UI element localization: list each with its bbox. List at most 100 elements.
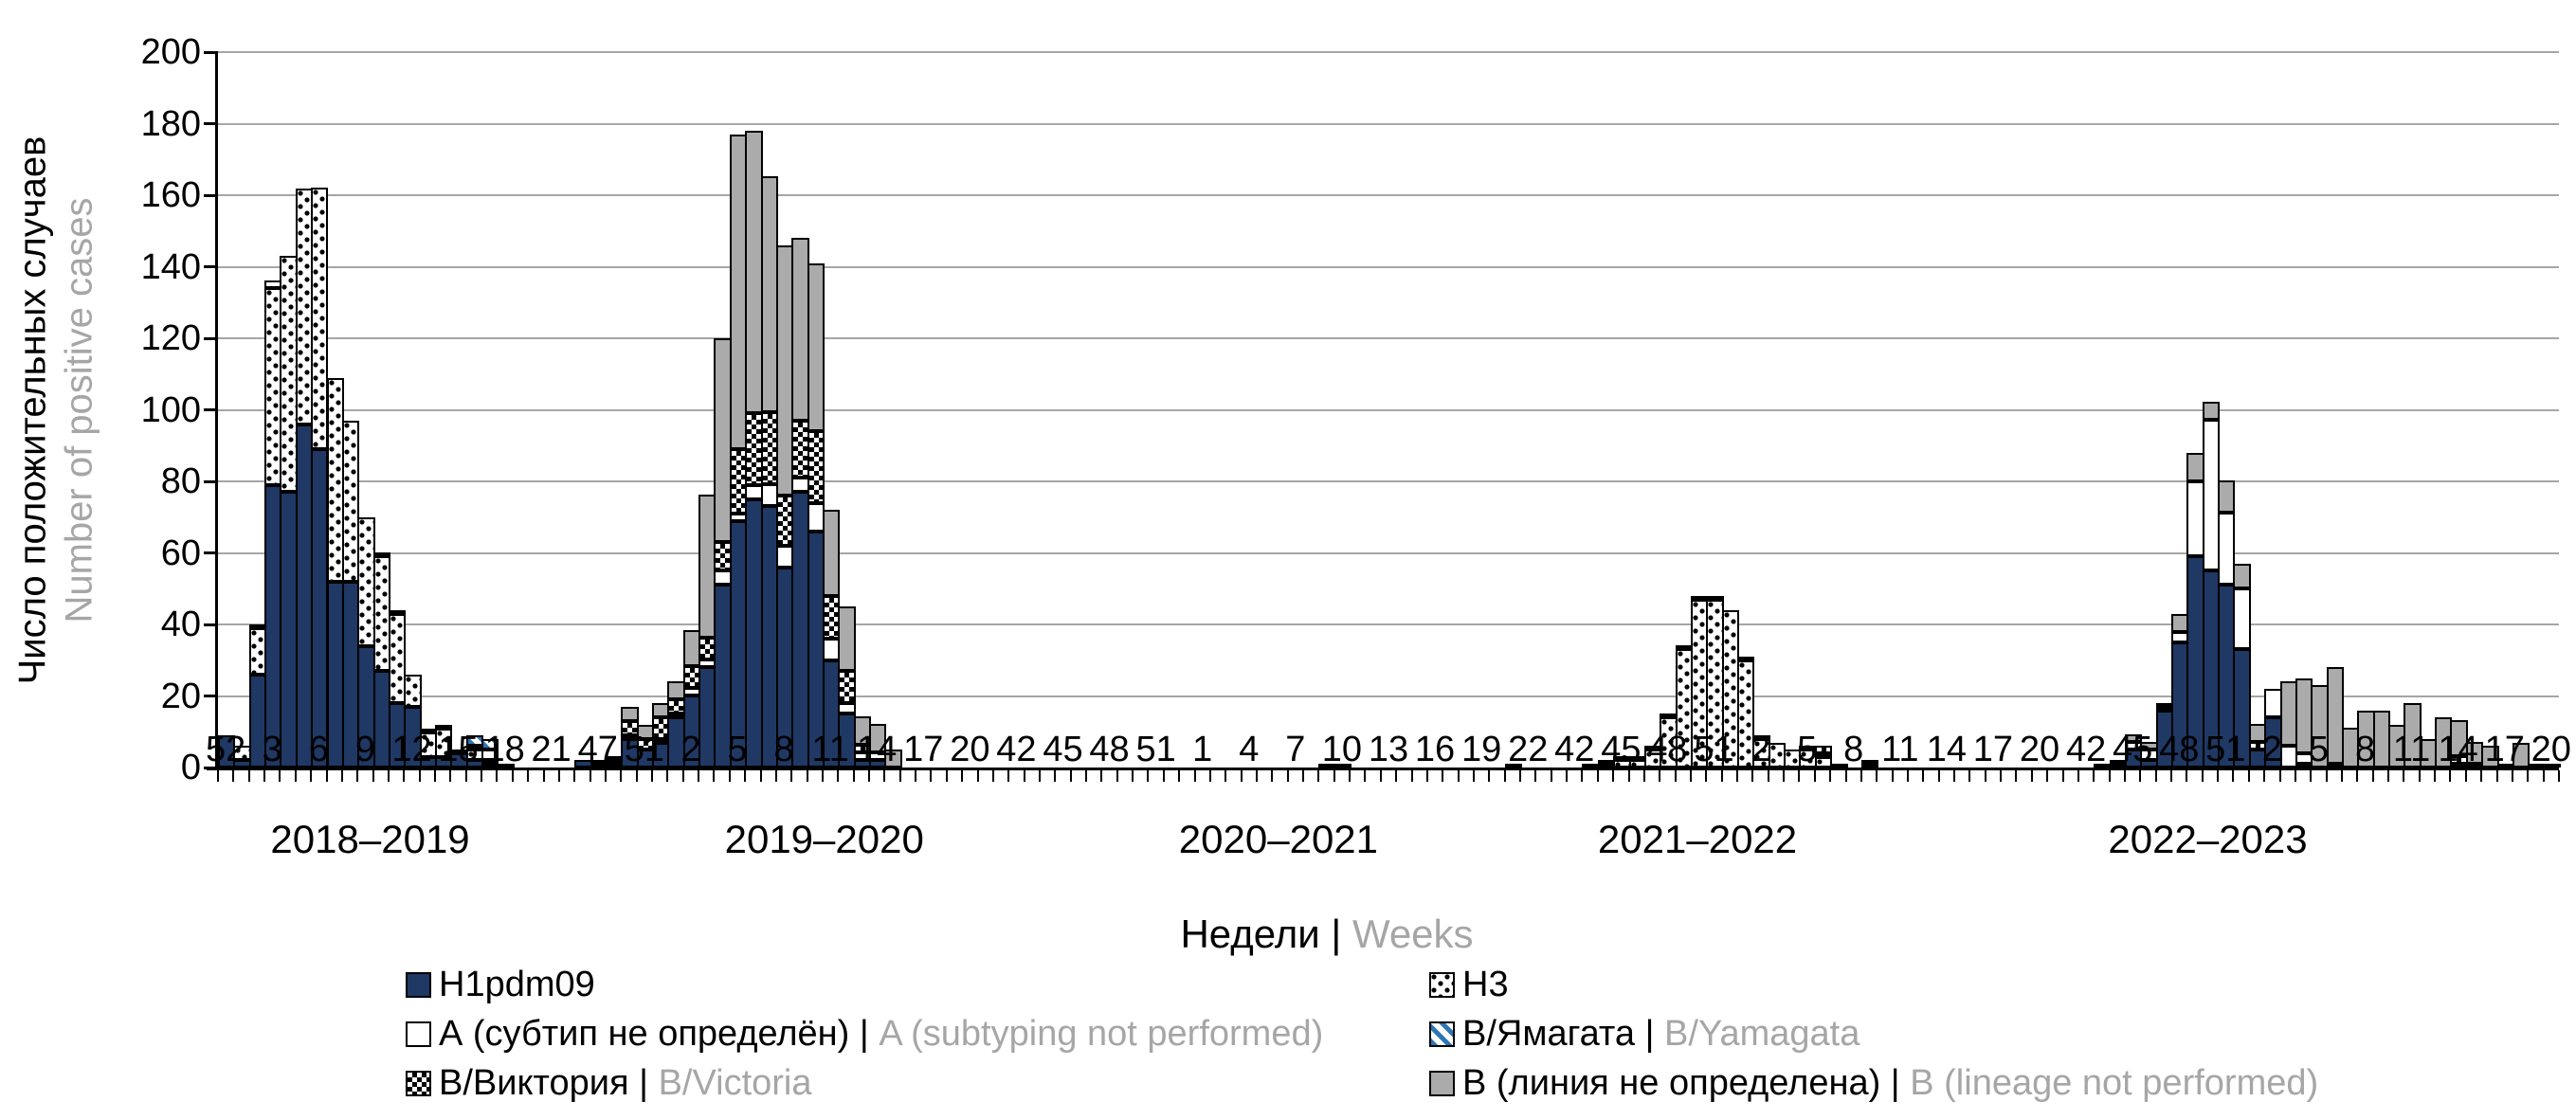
bar-43 bbox=[884, 750, 902, 768]
bar-104 bbox=[1830, 764, 1848, 768]
x-tick-label-44-week-2: 2 bbox=[2261, 730, 2282, 769]
bar-17-segment-h3 bbox=[481, 760, 499, 764]
legend-label-h3: H3 bbox=[1462, 965, 1509, 1004]
x-axis-minor-tick bbox=[1829, 770, 1832, 782]
x-tick-label-38-week-17: 17 bbox=[1972, 730, 2014, 769]
x-axis-minor-tick bbox=[1953, 770, 1956, 782]
x-tick-label-19-week-48: 48 bbox=[1089, 730, 1130, 769]
bar-13 bbox=[419, 729, 437, 768]
bar-92-segment-h3 bbox=[1643, 750, 1662, 768]
x-axis-minor-tick bbox=[263, 770, 266, 782]
x-axis-minor-tick bbox=[1783, 770, 1786, 782]
x-axis-minor-tick bbox=[1147, 770, 1150, 782]
x-axis-minor-tick bbox=[1425, 770, 1428, 782]
x-tick-label-1-week-3: 3 bbox=[262, 730, 282, 769]
x-tick-label-23-week-7: 7 bbox=[1285, 730, 1306, 769]
legend-label-b-victoria-ru: В/Виктория bbox=[439, 1063, 629, 1103]
x-tick-label-39-week-20: 20 bbox=[2019, 730, 2060, 769]
x-tick-label-26-week-16: 16 bbox=[1414, 730, 1456, 769]
x-tick-label-50-week-20: 20 bbox=[2531, 730, 2571, 769]
bar-103-segment-h3 bbox=[1814, 757, 1833, 768]
y-axis-title-ru: Число положительных случаев bbox=[11, 135, 53, 684]
x-axis-minor-tick bbox=[1317, 770, 1320, 782]
legend-label-b-nolineage-en: B (lineage not performed) bbox=[1910, 1063, 2319, 1103]
x-axis-minor-tick bbox=[356, 770, 359, 782]
legend-item-a-nosubtype: А (субтип не определён) | A (subtyping n… bbox=[406, 1014, 1323, 1055]
x-axis-title-en: Weeks bbox=[1351, 912, 1474, 956]
x-axis-minor-tick bbox=[759, 770, 762, 782]
x-axis-minor-tick bbox=[915, 770, 917, 782]
x-axis-title-sep2 bbox=[1341, 912, 1352, 956]
x-axis-minor-tick bbox=[1566, 770, 1569, 782]
y-tick-160 bbox=[204, 193, 218, 197]
gridline-40 bbox=[218, 623, 2559, 625]
x-tick-label-11-week-5: 5 bbox=[727, 730, 748, 769]
season-label-2022-2023: 2022–2023 bbox=[2108, 817, 2308, 861]
bar-17 bbox=[481, 739, 499, 768]
x-axis-minor-tick bbox=[1379, 770, 1382, 782]
bar-14-segment-h3 bbox=[435, 729, 453, 757]
x-axis-minor-tick bbox=[2558, 770, 2560, 782]
bar-99-segment-a-subtyping-not-performed- bbox=[1752, 735, 1770, 739]
bar-128-segment-b-lineage-not-performed- bbox=[2202, 402, 2221, 420]
x-tick-label-22-week-4: 4 bbox=[1239, 730, 1260, 769]
x-axis-minor-tick bbox=[1038, 770, 1041, 782]
x-axis-minor-tick bbox=[681, 770, 684, 782]
x-tick-label-31-week-48: 48 bbox=[1647, 730, 1688, 769]
x-axis-minor-tick bbox=[279, 770, 281, 782]
x-tick-label-27-week-19: 19 bbox=[1461, 730, 1502, 769]
x-axis-minor-tick bbox=[1442, 770, 1444, 782]
x-axis-minor-tick bbox=[325, 770, 328, 782]
x-axis-minor-tick bbox=[1937, 770, 1940, 782]
bar-150 bbox=[2543, 764, 2561, 768]
x-axis-minor-tick bbox=[1751, 770, 1754, 782]
x-axis-minor-tick bbox=[2232, 770, 2235, 782]
x-axis-minor-tick bbox=[774, 770, 777, 782]
y-axis-title: Число положительных случаев Number of po… bbox=[0, 52, 112, 768]
x-axis-minor-tick bbox=[2139, 770, 2142, 782]
x-axis-minor-tick bbox=[434, 770, 436, 782]
x-axis-minor-tick bbox=[1984, 770, 1986, 782]
x-axis-minor-tick bbox=[1705, 770, 1708, 782]
bar-26 bbox=[621, 707, 639, 768]
x-axis-minor-tick bbox=[1240, 770, 1243, 782]
legend-swatch-b-yamagata bbox=[1429, 1021, 1455, 1047]
x-axis-minor-tick bbox=[2449, 770, 2452, 782]
x-axis-minor-tick bbox=[1162, 770, 1165, 782]
x-axis-minor-tick bbox=[1457, 770, 1460, 782]
bar-39-segment-b-lineage-not-performed- bbox=[822, 510, 841, 596]
x-axis-minor-tick bbox=[1132, 770, 1134, 782]
x-axis-minor-tick bbox=[868, 770, 871, 782]
x-tick-label-30-week-45: 45 bbox=[1601, 730, 1642, 769]
y-tick-100 bbox=[204, 408, 218, 411]
x-axis-minor-tick bbox=[698, 770, 700, 782]
gridline-180 bbox=[218, 122, 2559, 125]
bar-14-segment-a-subtyping-not-performed- bbox=[435, 725, 453, 729]
y-axis-title-en: Number of positive cases bbox=[58, 196, 100, 623]
x-axis-minor-tick bbox=[1534, 770, 1537, 782]
bar-125 bbox=[2155, 703, 2174, 768]
x-axis-minor-tick bbox=[449, 770, 452, 782]
x-axis-minor-tick bbox=[2046, 770, 2049, 782]
x-axis-minor-tick bbox=[2527, 770, 2530, 782]
x-axis-minor-tick bbox=[1906, 770, 1909, 782]
bar-83 bbox=[1504, 764, 1523, 768]
legend-label-b-victoria-sep: | bbox=[628, 1063, 659, 1103]
x-axis-minor-tick bbox=[991, 770, 994, 782]
x-axis-minor-tick bbox=[1550, 770, 1552, 782]
x-tick-label-25-week-13: 13 bbox=[1368, 730, 1409, 769]
x-axis-minor-tick bbox=[2495, 770, 2498, 782]
x-axis-minor-tick bbox=[666, 770, 669, 782]
legend-label-a-nosubtype-sep: | bbox=[849, 1014, 880, 1054]
x-axis-minor-tick bbox=[2278, 770, 2281, 782]
bar-150-segment-b-lineage-not-performed- bbox=[2543, 764, 2561, 768]
bar-10 bbox=[372, 552, 390, 768]
plot-area: 0 20 40 60 80 100 120 140 160 180 200 bbox=[141, 34, 2561, 786]
y-tick-180 bbox=[204, 122, 218, 125]
x-tick-label-10-week-2: 2 bbox=[680, 730, 701, 769]
x-axis-minor-tick bbox=[1922, 770, 1925, 782]
bar-92 bbox=[1643, 746, 1662, 768]
bar-40-segment-b-lineage-not-performed- bbox=[838, 606, 856, 671]
x-axis-minor-tick bbox=[2170, 770, 2173, 782]
x-tick-label-37-week-14: 14 bbox=[1926, 730, 1967, 769]
